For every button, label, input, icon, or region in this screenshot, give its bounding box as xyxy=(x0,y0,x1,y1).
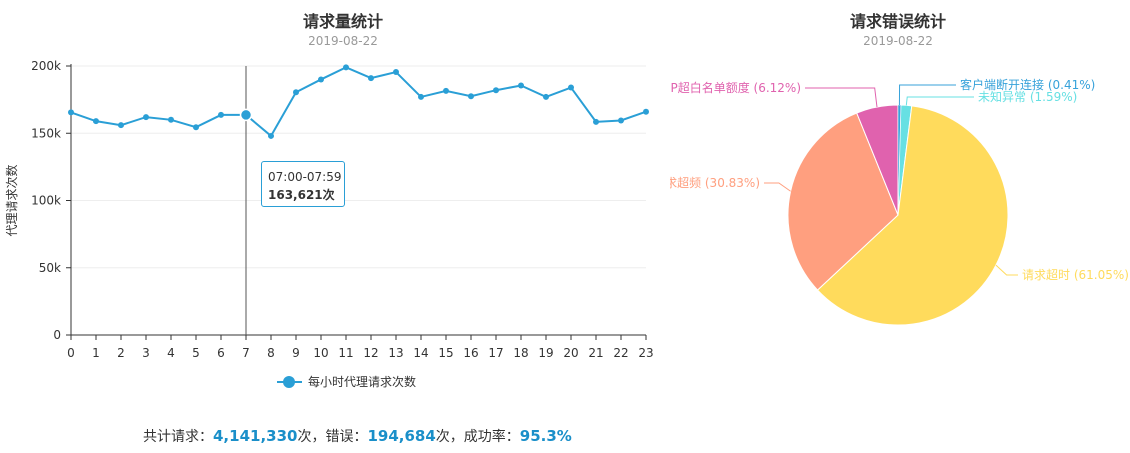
data-point xyxy=(118,122,124,129)
data-point xyxy=(293,89,299,96)
summary-total-value: 4,141,330 xyxy=(213,427,298,445)
x-tick-label: 4 xyxy=(167,346,175,360)
x-tick-label: 23 xyxy=(638,346,653,360)
x-tick-label: 5 xyxy=(192,346,200,360)
y-tick-label: 200k xyxy=(31,59,61,73)
x-tick-label: 10 xyxy=(313,346,328,360)
y-tick-label: 100k xyxy=(31,194,61,208)
line-chart-title: 请求量统计 xyxy=(302,12,383,31)
pie-chart-title: 请求错误统计 xyxy=(849,12,946,31)
x-tick-label: 16 xyxy=(463,346,478,360)
x-tick-label: 0 xyxy=(67,346,75,360)
data-point xyxy=(493,87,499,94)
data-point xyxy=(218,111,224,118)
leader-line xyxy=(995,264,1018,276)
series-line xyxy=(70,66,647,138)
summary-total-label: 共计请求： xyxy=(143,429,213,445)
pie-slice xyxy=(816,105,1009,326)
slice-label: 未知异常 (1.59%) xyxy=(978,90,1077,104)
data-point xyxy=(643,108,649,115)
legend-label: 每小时代理请求次数 xyxy=(308,375,417,389)
y-tick-label: 50k xyxy=(39,261,61,275)
data-point xyxy=(343,64,349,71)
x-tick-label: 20 xyxy=(563,346,578,360)
leader-line xyxy=(805,87,878,108)
slice-label: 请求超时 (61.05%) xyxy=(1022,267,1129,282)
data-point xyxy=(93,118,99,125)
data-point xyxy=(239,108,253,122)
summary-error-unit: 次，成功率： xyxy=(435,429,520,445)
summary-total-unit: 次，错误： xyxy=(297,429,368,445)
data-point xyxy=(593,118,599,125)
x-tick-label: 17 xyxy=(488,346,503,360)
line-legend[interactable]: 每小时代理请求次数 xyxy=(277,373,416,390)
x-tick-label: 7 xyxy=(242,346,250,360)
x-tick-label: 2 xyxy=(117,346,125,360)
pie-chart[interactable]: 请求超时 (61.05%) 请求超频 (30.83%) IP超白名单额度 (6.12… xyxy=(670,0,1130,370)
x-tick-label: 11 xyxy=(338,346,353,360)
x-tick-label: 13 xyxy=(388,346,403,360)
x-tick-label: 12 xyxy=(363,346,378,360)
data-point xyxy=(568,84,574,91)
line-chart-subtitle: 2019-08-22 xyxy=(308,34,378,48)
data-point xyxy=(318,76,324,83)
data-point xyxy=(468,93,474,100)
leader-line xyxy=(905,96,974,106)
x-tick-label: 15 xyxy=(438,346,453,360)
data-point xyxy=(393,69,399,76)
leader-line xyxy=(764,182,791,192)
summary-error-value: 194,684 xyxy=(367,427,436,445)
x-tick-label: 9 xyxy=(292,346,300,360)
data-point xyxy=(193,124,199,131)
leader-line xyxy=(898,84,956,106)
data-point xyxy=(443,87,449,94)
data-point xyxy=(618,117,624,124)
data-point xyxy=(368,75,374,82)
y-axis-label: 代理请求次数 xyxy=(4,164,19,236)
y-tick-label: 0 xyxy=(53,328,61,342)
x-tick-label: 6 xyxy=(217,346,225,360)
x-tick-label: 14 xyxy=(413,346,428,360)
x-tick-label: 18 xyxy=(513,346,528,360)
slice-label: 请求超频 (30.83%) xyxy=(670,175,760,190)
pie-slice xyxy=(787,112,899,291)
x-tick-label: 8 xyxy=(267,346,275,360)
slice-label: 客户端断开连接 (0.41%) xyxy=(960,77,1095,92)
data-point xyxy=(518,82,524,89)
x-tick-label: 22 xyxy=(613,346,628,360)
x-tick-label: 21 xyxy=(588,346,603,360)
summary-rate-value: 95.3% xyxy=(519,427,572,445)
data-point xyxy=(68,109,74,116)
x-tick-label: 3 xyxy=(142,346,150,360)
data-point xyxy=(543,93,549,100)
slice-label: IP超白名单额度 (6.12%) xyxy=(670,80,801,95)
summary-bar: 共计请求：4,141,330次，错误：194,684次，成功率：95.3% xyxy=(143,426,572,446)
tooltip-label: 07:00-07:59 xyxy=(268,170,342,184)
data-point xyxy=(418,93,424,100)
pie-chart-subtitle: 2019-08-22 xyxy=(863,34,933,48)
legend-marker-icon xyxy=(277,375,302,389)
x-tick-label: 19 xyxy=(538,346,553,360)
data-point xyxy=(268,132,274,139)
data-point xyxy=(143,114,149,121)
x-tick-label: 1 xyxy=(92,346,100,360)
hover-tooltip: 07:00-07:59 163,621次 xyxy=(261,161,345,207)
y-tick-label: 150k xyxy=(31,126,61,140)
tooltip-value: 163,621次 xyxy=(268,188,335,202)
data-point xyxy=(168,116,174,123)
